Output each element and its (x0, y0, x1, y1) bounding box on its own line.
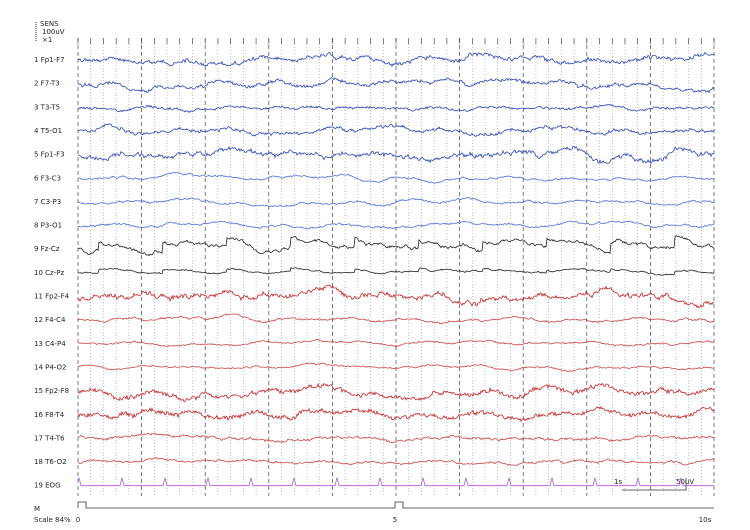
time-label: 5 (393, 516, 397, 524)
eeg-trace (77, 145, 715, 165)
channel-label: 3 T3-T5 (34, 103, 60, 111)
eeg-trace (77, 338, 715, 347)
time-label: 10s (699, 516, 712, 524)
calibration-time: 1s (614, 478, 622, 486)
sens-gain: ×1 (42, 36, 52, 44)
eeg-trace (77, 220, 715, 230)
eeg-trace (77, 406, 715, 423)
channel-label: 8 P3-O1 (34, 222, 62, 230)
eeg-trace (77, 234, 715, 257)
channel-label: 5 Fp1-F3 (34, 151, 65, 159)
eeg-trace (77, 103, 715, 114)
eeg-trace (77, 382, 715, 402)
sens-title: SENS (40, 20, 59, 28)
time-label: 0 (76, 516, 80, 524)
eeg-trace (77, 432, 715, 444)
eeg-trace (77, 284, 715, 309)
channel-label: 12 F4-C4 (34, 316, 66, 324)
channel-label: 18 T6-O2 (34, 458, 67, 466)
channel-label: 15 Fp2-F8 (34, 387, 69, 395)
eeg-trace (77, 313, 715, 325)
channel-label: 11 Fp2-F4 (34, 293, 70, 301)
eeg-trace (77, 77, 715, 94)
eeg-trace (77, 171, 715, 184)
grid (77, 38, 715, 496)
channel-label: 4 T5-O1 (34, 127, 62, 135)
channel-label: 7 C3-P3 (34, 198, 61, 206)
channel-label: 1 Fp1-F7 (34, 56, 65, 64)
calibration-bar (622, 478, 687, 491)
channel-label: 16 F8-T4 (34, 411, 65, 419)
eeg-trace (77, 51, 715, 67)
channel-label: 14 P4-O2 (34, 363, 67, 371)
channel-label: 6 F3-C3 (34, 174, 61, 182)
eeg-trace (77, 123, 715, 137)
eeg-trace (77, 267, 715, 276)
sens-value: 100uV (42, 28, 65, 36)
channel-label: 10 Cz-Pz (34, 269, 64, 277)
calibration-amplitude: 50uV (676, 478, 694, 486)
time-axis (77, 501, 714, 509)
eeg-trace (77, 197, 714, 208)
eeg-trace (77, 456, 715, 466)
eeg-trace (77, 477, 714, 487)
eeg-trace (77, 362, 715, 372)
channel-label: 19 EOG (34, 482, 61, 490)
channel-label: 17 T4-T6 (34, 434, 65, 442)
channel-labels: 1 Fp1-F7 2 F7-T3 3 T3-T5 4 T5-O1 5 Fp1-F3 6 F… (34, 56, 70, 490)
footer-mark: M (34, 505, 40, 513)
channel-label: 13 C4-P4 (34, 340, 66, 348)
channel-label: 9 Fz-Cz (34, 245, 60, 253)
channel-label: 2 F7-T3 (34, 80, 60, 88)
footer-scale: Scale 84% (34, 516, 71, 524)
traces (77, 51, 715, 487)
